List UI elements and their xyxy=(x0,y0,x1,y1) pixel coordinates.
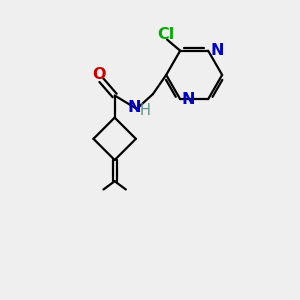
Text: Cl: Cl xyxy=(157,27,174,42)
Text: O: O xyxy=(92,67,106,82)
Text: N: N xyxy=(182,92,195,106)
Text: H: H xyxy=(140,103,150,118)
Text: N: N xyxy=(211,43,224,58)
Text: N: N xyxy=(128,100,141,115)
